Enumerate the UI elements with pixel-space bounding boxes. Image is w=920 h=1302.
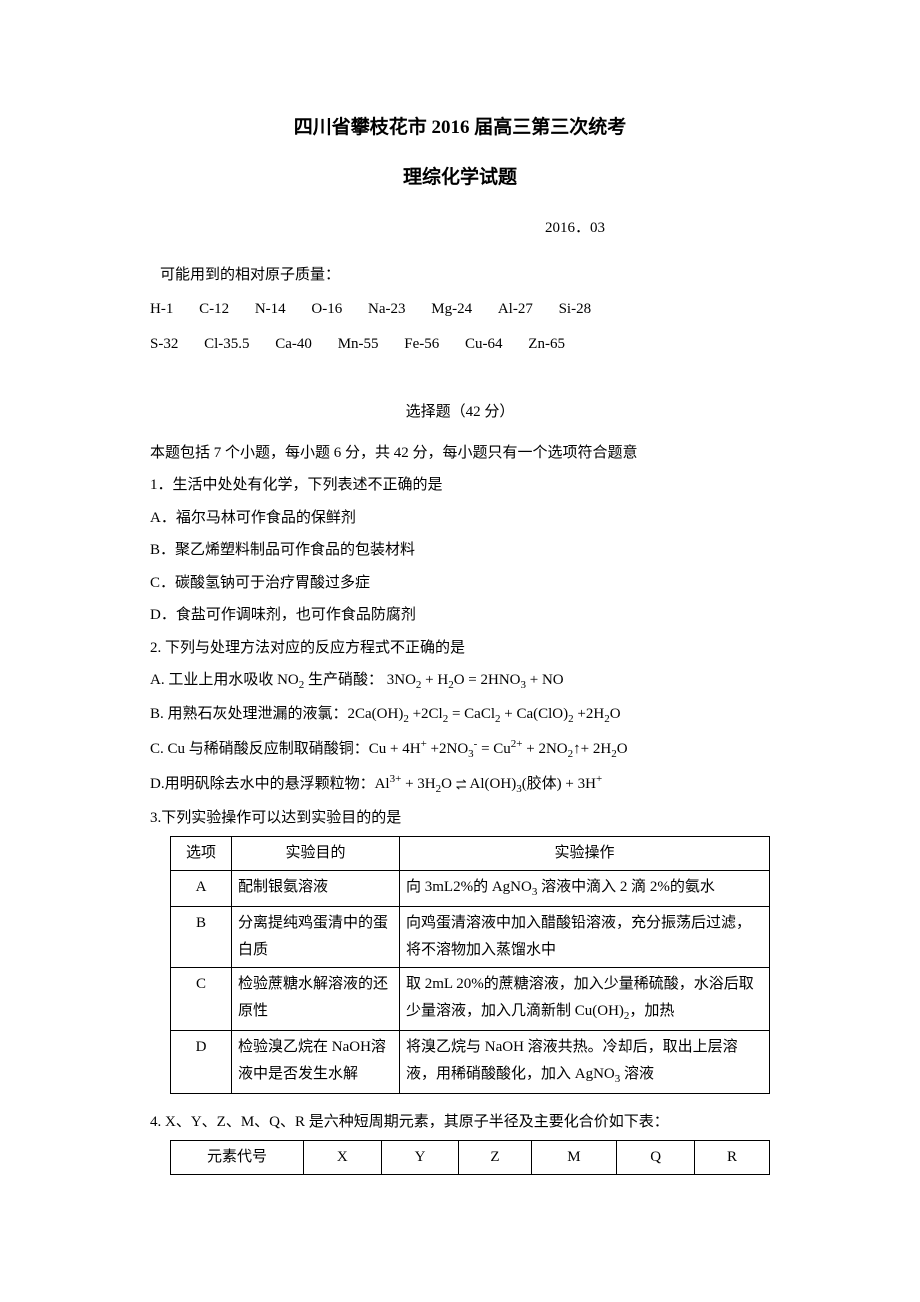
q4-row-label: 元素代号 [171, 1141, 304, 1175]
q4-col: X [304, 1141, 382, 1175]
equilibrium-arrow-icon: ⇀↽ [456, 779, 467, 789]
q3d-op-text: 溶液 [620, 1066, 654, 1082]
table-row: 元素代号 X Y Z M Q R [171, 1141, 770, 1175]
q2-stem: 2. 下列与处理方法对应的反应方程式不正确的是 [150, 634, 770, 663]
page-container: 四川省攀枝花市 2016 届高三第三次统考 理综化学试题 2016．03 可能用… [0, 0, 920, 1302]
q3-purpose: 分离提纯鸡蛋清中的蛋白质 [232, 907, 400, 968]
q2-option-c: C. Cu 与稀硝酸反应制取硝酸铜：Cu + 4H+ +2NO3- = Cu2+… [150, 734, 770, 765]
atomic-row-1: H-1 C-12 N-14 O-16 Na-23 Mg-24 Al-27 Si-… [150, 295, 770, 324]
atomic-item: Cu-64 [465, 330, 503, 359]
atomic-item: H-1 [150, 295, 173, 324]
q3-opt: C [171, 968, 232, 1031]
q3c-op-text: 取 2mL 20%的蔗糖溶液，加入少量稀硫酸，水浴后取少量溶液，加入几滴新制 C… [406, 976, 754, 1019]
q1-option-a: A．福尔马林可作食品的保鲜剂 [150, 504, 770, 533]
superscript: 3+ [390, 773, 402, 785]
q3-operation: 将溴乙烷与 NaOH 溶液共热。冷却后，取出上层溶液，用稀硝酸酸化，加入 AgN… [400, 1030, 770, 1093]
q3a-op-text: 向 3mL2%的 AgNO [406, 879, 532, 895]
q3-head-option: 选项 [171, 837, 232, 871]
q3-head-operation: 实验操作 [400, 837, 770, 871]
q2a-text: + NO [526, 672, 564, 688]
exam-title: 四川省攀枝花市 2016 届高三第三次统考 [150, 110, 770, 146]
q2a-text: 生产硝酸： 3NO [304, 672, 416, 688]
q2d-text: D.用明矾除去水中的悬浮颗粒物：Al [150, 776, 390, 792]
exam-date: 2016．03 [150, 214, 770, 243]
q2a-text: A. 工业上用水吸收 NO [150, 672, 299, 688]
superscript: 2+ [511, 738, 523, 750]
superscript: - [474, 738, 478, 750]
atomic-item: N-14 [255, 295, 286, 324]
atomic-row-2: S-32 Cl-35.5 Ca-40 Mn-55 Fe-56 Cu-64 Zn-… [150, 330, 770, 359]
q3-purpose: 配制银氨溶液 [232, 871, 400, 907]
q4-col: Q [617, 1141, 695, 1175]
q3-stem: 3.下列实验操作可以达到实验目的的是 [150, 804, 770, 833]
atomic-item: S-32 [150, 330, 178, 359]
q4-col: M [531, 1141, 617, 1175]
subscript: 2 [604, 713, 610, 725]
atomic-item: Al-27 [498, 295, 533, 324]
q2-option-b: B. 用熟石灰处理泄漏的液氯：2Ca(OH)2 +2Cl2 = CaCl2 + … [150, 700, 770, 730]
q2b-text: B. 用熟石灰处理泄漏的液氯：2Ca(OH) [150, 706, 403, 722]
atomic-item: Mg-24 [431, 295, 472, 324]
q2d-text: (胶体) + 3H [522, 776, 596, 792]
atomic-item: Na-23 [368, 295, 406, 324]
q3-operation: 向鸡蛋清溶液中加入醋酸铅溶液，充分振荡后过滤，将不溶物加入蒸馏水中 [400, 907, 770, 968]
q3-table: 选项 实验目的 实验操作 A 配制银氨溶液 向 3mL2%的 AgNO3 溶液中… [170, 836, 770, 1093]
atomic-item: O-16 [311, 295, 342, 324]
q4-col: Y [381, 1141, 459, 1175]
q4-col: Z [459, 1141, 531, 1175]
table-row: C 检验蔗糖水解溶液的还原性 取 2mL 20%的蔗糖溶液，加入少量稀硫酸，水浴… [171, 968, 770, 1031]
q4-stem: 4. X、Y、Z、M、Q、R 是六种短周期元素，其原子半径及主要化合价如下表： [150, 1108, 770, 1137]
superscript: + [421, 738, 427, 750]
atomic-mass-label: 可能用到的相对原子质量： [150, 261, 770, 290]
atomic-item: Fe-56 [404, 330, 439, 359]
q3-purpose: 检验蔗糖水解溶液的还原性 [232, 968, 400, 1031]
instructions: 本题包括 7 个小题，每小题 6 分，共 42 分，每小题只有一个选项符合题意 [150, 439, 770, 468]
table-row: A 配制银氨溶液 向 3mL2%的 AgNO3 溶液中滴入 2 滴 2%的氨水 [171, 871, 770, 907]
exam-subtitle: 理综化学试题 [150, 160, 770, 196]
q1-option-b: B．聚乙烯塑料制品可作食品的包装材料 [150, 536, 770, 565]
table-row: 选项 实验目的 实验操作 [171, 837, 770, 871]
subscript: 2 [436, 783, 442, 795]
q2c-text: C. Cu 与稀硝酸反应制取硝酸铜：Cu + 4H [150, 741, 421, 757]
q3-opt: D [171, 1030, 232, 1093]
q1-option-c: C．碳酸氢钠可于治疗胃酸过多症 [150, 569, 770, 598]
q3d-op-text: 将溴乙烷与 NaOH 溶液共热。冷却后，取出上层溶液，用稀硝酸酸化，加入 AgN… [406, 1039, 738, 1082]
table-row: B 分离提纯鸡蛋清中的蛋白质 向鸡蛋清溶液中加入醋酸铅溶液，充分振荡后过滤，将不… [171, 907, 770, 968]
atomic-item: Ca-40 [275, 330, 312, 359]
q3-operation: 向 3mL2%的 AgNO3 溶液中滴入 2 滴 2%的氨水 [400, 871, 770, 907]
subscript: 2 [443, 713, 449, 725]
atomic-item: C-12 [199, 295, 229, 324]
q4-table: 元素代号 X Y Z M Q R [170, 1140, 770, 1175]
atomic-item: Cl-35.5 [204, 330, 249, 359]
subscript: 2 [568, 713, 574, 725]
q3-operation: 取 2mL 20%的蔗糖溶液，加入少量稀硫酸，水浴后取少量溶液，加入几滴新制 C… [400, 968, 770, 1031]
atomic-item: Mn-55 [338, 330, 379, 359]
subscript: 2 [448, 679, 454, 691]
q3-opt: A [171, 871, 232, 907]
subscript: 2 [403, 713, 409, 725]
q4-col: R [694, 1141, 769, 1175]
q2-option-d: D.用明矾除去水中的悬浮颗粒物：Al3+ + 3H2O ⇀↽ Al(OH)3(胶… [150, 769, 770, 800]
subscript: 2 [416, 679, 422, 691]
q2-option-a: A. 工业上用水吸收 NO2 生产硝酸： 3NO2 + H2O = 2HNO3 … [150, 666, 770, 696]
q3-head-purpose: 实验目的 [232, 837, 400, 871]
subscript: 2 [568, 748, 574, 760]
atomic-item: Zn-65 [528, 330, 565, 359]
q3-purpose: 检验溴乙烷在 NaOH溶液中是否发生水解 [232, 1030, 400, 1093]
table-row: D 检验溴乙烷在 NaOH溶液中是否发生水解 将溴乙烷与 NaOH 溶液共热。冷… [171, 1030, 770, 1093]
q1-stem: 1．生活中处处有化学，下列表述不正确的是 [150, 471, 770, 500]
subscript: 2 [495, 713, 501, 725]
q1-option-d: D．食盐可作调味剂，也可作食品防腐剂 [150, 601, 770, 630]
superscript: + [596, 773, 602, 785]
q3c-op-text: ，加热 [629, 1003, 674, 1019]
q3a-op-text: 溶液中滴入 2 滴 2%的氨水 [537, 879, 715, 895]
atomic-item: Si-28 [559, 295, 592, 324]
q3-opt: B [171, 907, 232, 968]
subscript: 2 [611, 748, 617, 760]
section-head: 选择题（42 分） [150, 398, 770, 427]
